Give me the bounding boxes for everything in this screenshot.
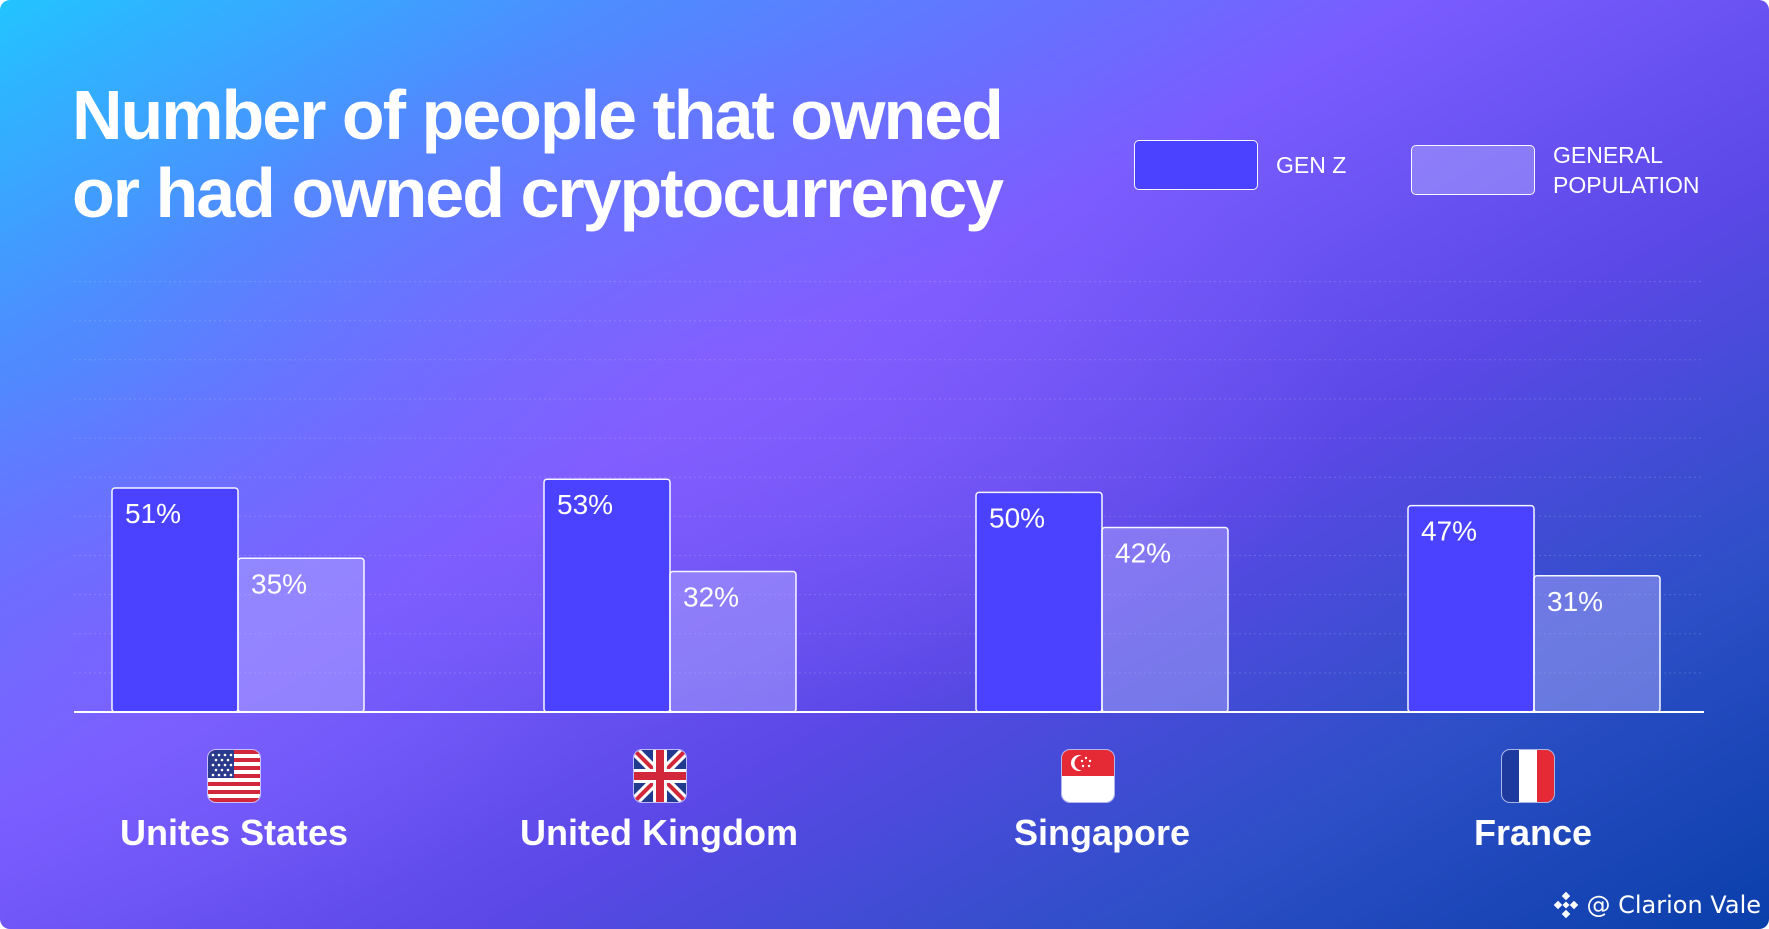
us-flag-icon xyxy=(208,750,260,802)
uk-flag-icon xyxy=(634,750,686,802)
data-label-gen-z-3: 47% xyxy=(1421,516,1477,547)
country-label-united-states: Unites States xyxy=(119,812,349,853)
chart-title: Number of people that owned or had owned… xyxy=(72,76,1004,232)
data-label-gen-z-0: 51% xyxy=(125,498,181,529)
country-label-france: France xyxy=(1473,812,1593,853)
legend-swatch-gen-z xyxy=(1134,140,1258,190)
data-label-gen-z-1: 53% xyxy=(557,489,613,520)
watermark: @ Clarion Vale xyxy=(1552,891,1761,919)
data-label-gen-z-2: 50% xyxy=(989,502,1045,533)
country-label-singapore: Singapore xyxy=(1013,812,1191,853)
data-label-general-population-1: 32% xyxy=(683,582,739,613)
legend-label-gen-z: GEN Z xyxy=(1276,152,1347,178)
legend-label-general-population: GENERAL POPULATION xyxy=(1553,142,1700,198)
legend-swatch-general-population xyxy=(1411,145,1535,195)
singapore-flag-icon xyxy=(1062,750,1114,802)
diamond-logo-icon xyxy=(1554,891,1579,919)
country-label-united-kingdom: United Kingdom xyxy=(520,812,798,853)
legend-item-gen-z: GEN Z xyxy=(1134,140,1346,190)
france-flag-icon xyxy=(1502,750,1554,802)
data-label-general-population-0: 35% xyxy=(251,568,307,599)
data-label-general-population-2: 42% xyxy=(1115,538,1171,569)
watermark-label: @ Clarion Vale xyxy=(1586,891,1761,919)
legend-item-general-population: GENERAL POPULATION xyxy=(1411,140,1700,200)
data-label-general-population-3: 31% xyxy=(1547,586,1603,617)
